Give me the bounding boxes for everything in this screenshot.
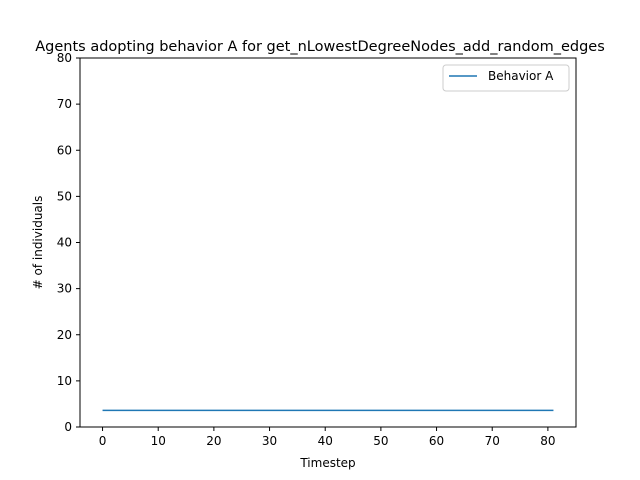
plot-frame [79,57,577,428]
y-tick-label: 40 [57,236,72,250]
chart-title: Agents adopting behavior A for get_nLowe… [35,39,605,55]
y-tick-label: 50 [57,189,72,203]
legend-label-behavior-a: Behavior A [488,69,554,83]
plot-area [80,58,576,427]
y-axis: 0 10 20 30 40 50 60 70 80 [57,51,80,434]
x-tick-label: 20 [206,434,221,448]
x-tick-label: 70 [485,434,500,448]
x-axis: 0 10 20 30 40 50 60 70 80 [99,427,556,448]
y-tick-label: 80 [57,51,72,65]
legend: Behavior A [442,64,570,92]
x-tick-label: 60 [429,434,444,448]
x-axis-label: Timestep [299,456,355,470]
y-axis-label: # of individuals [31,196,45,290]
y-tick-label: 30 [57,282,72,296]
legend-box [442,64,570,92]
y-tick-label: 20 [57,328,72,342]
y-tick-label: 60 [57,143,72,157]
x-tick-label: 10 [151,434,166,448]
x-tick-label: 40 [318,434,333,448]
x-tick-label: 80 [540,434,555,448]
y-tick-label: 70 [57,97,72,111]
x-tick-label: 50 [373,434,388,448]
y-tick-label: 0 [64,420,72,434]
x-tick-label: 0 [99,434,107,448]
y-tick-label: 10 [57,374,72,388]
x-tick-label: 30 [262,434,277,448]
